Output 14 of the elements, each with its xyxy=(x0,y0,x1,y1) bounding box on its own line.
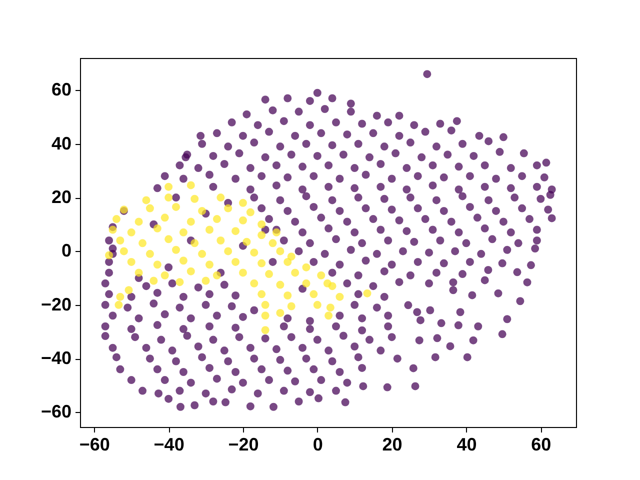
x-tick-label: 0 xyxy=(312,434,323,454)
x-tick-label: −20 xyxy=(228,434,259,454)
x-tick-label: 20 xyxy=(382,434,402,454)
x-tick-label: 60 xyxy=(531,434,552,454)
y-tick-label: 60 xyxy=(51,80,72,100)
x-tick-label: −60 xyxy=(79,434,110,454)
x-tick-label: −40 xyxy=(154,434,184,454)
y-tick-label: −40 xyxy=(40,348,72,368)
y-tick-label: 40 xyxy=(51,133,72,154)
y-tick-label: −20 xyxy=(40,294,72,314)
y-tick-label: −60 xyxy=(40,402,72,422)
y-tick-label: 0 xyxy=(61,240,72,261)
y-tick-label: 20 xyxy=(51,187,72,208)
x-tick-label: 40 xyxy=(456,434,477,454)
